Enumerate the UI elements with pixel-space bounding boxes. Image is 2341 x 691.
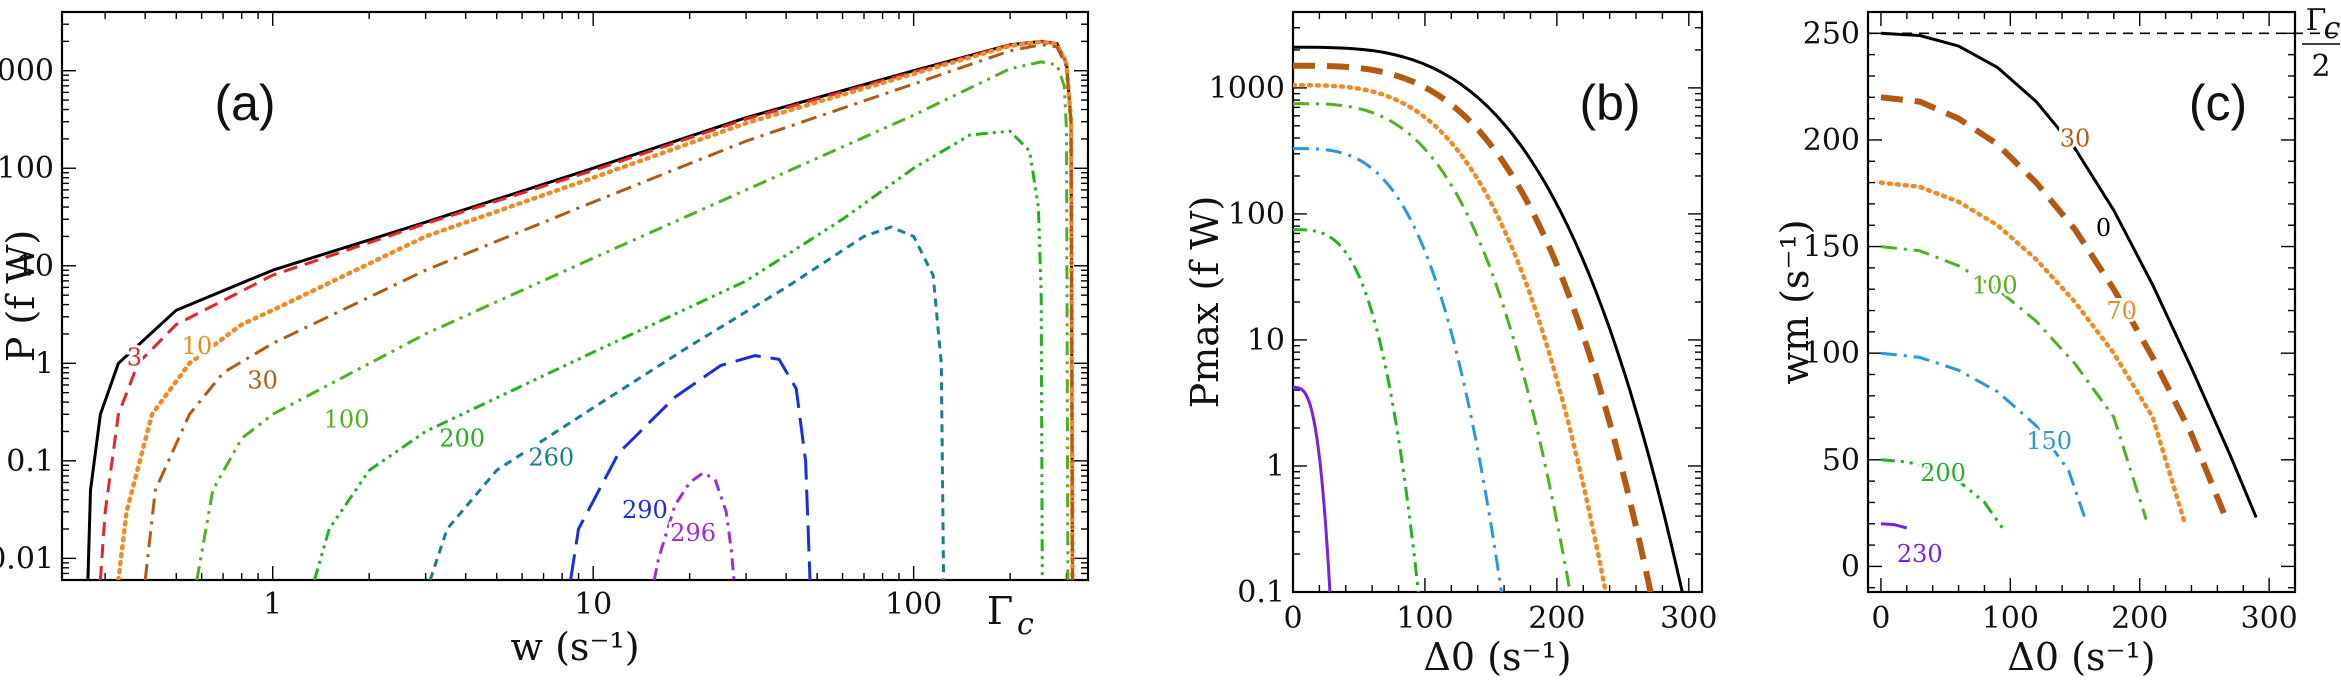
series-3-label-a: 3 [127, 343, 142, 371]
y-axis-label-b: Pmax (f W) [1183, 196, 1227, 409]
series-70-label-c: 70 [2106, 297, 2137, 325]
series-260-label-a: 260 [528, 443, 574, 471]
y-tick-label-a: 0.1 [6, 444, 54, 479]
series-70-curve-b [1293, 82, 1608, 592]
y-tick-label-c: 50 [1822, 443, 1860, 478]
series-10-label-a: 10 [182, 332, 213, 360]
series-260-curve-a [428, 225, 946, 580]
y-tick-label-c: 100 [1803, 336, 1860, 371]
series-230-curve-b [1293, 385, 1332, 592]
x-tick-label-a: 100 [885, 587, 942, 622]
series-100-label-c: 100 [1972, 271, 2018, 299]
x-axis-label-a: w (s⁻¹) [510, 625, 639, 669]
series-230-curve-c [1880, 522, 1908, 530]
plot-frame-c [1866, 10, 2297, 594]
y-tick-label-b: 10 [1247, 323, 1285, 358]
panel-tag-b: (b) [1579, 75, 1640, 131]
x-tick-label-a: 10 [574, 587, 612, 622]
panel-tag-a: (a) [214, 75, 275, 131]
series-70-curve-c [1878, 180, 2188, 527]
series-200-curve-b [1293, 228, 1420, 592]
y-tick-label-b: 0.1 [1237, 575, 1285, 610]
x-tick-label-c: 300 [2240, 601, 2297, 636]
y-tick-label-b: 1000 [1209, 71, 1285, 106]
y-tick-label-c: 250 [1803, 16, 1860, 51]
x-tick-label-b: 0 [1283, 601, 1302, 636]
series-30-curve-a [143, 43, 1074, 580]
panel-tag-c: (c) [2189, 75, 2247, 131]
series-30-curve-b [1293, 62, 1654, 592]
y-tick-label-a: 1 [35, 346, 54, 381]
y-tick-label-a: 10 [16, 249, 54, 284]
series-150-label-c: 150 [2026, 427, 2072, 455]
series-150-curve-b [1293, 147, 1503, 592]
panel-a: 1 10 100 Γc 0.01 0.1 1 10 100 1000 w (s⁻¹) P (f W) (… [0, 10, 1090, 669]
x-end-label-sub-a: c [1017, 607, 1034, 642]
series-30-curve-c [1880, 94, 2227, 515]
x-end-label-a: Γ [987, 589, 1013, 633]
series-0-curve-b [1293, 45, 1684, 592]
ref-line-label-num-sub-c: c [2324, 11, 2341, 46]
y-axis-label-c: wm (s⁻¹) [1773, 219, 1817, 384]
x-axis-label-b: Δ0 (s⁻¹) [1423, 635, 1571, 679]
series-150-curve-c [1880, 351, 2087, 520]
series-0-curve-c [1880, 31, 2258, 518]
series-100-curve-a [195, 60, 1070, 580]
x-tick-label-b: 300 [1660, 601, 1717, 636]
plot-frame-b [1291, 10, 1704, 594]
y-tick-label-a: 1000 [0, 54, 54, 89]
plot-frame-a [60, 10, 1090, 582]
series-230-label-c: 230 [1897, 540, 1943, 568]
series-290-curve-a [569, 354, 812, 580]
x-axis-label-c: Δ0 (s⁻¹) [2007, 635, 2155, 679]
y-tick-label-c: 200 [1803, 123, 1860, 158]
y-tick-label-b: 100 [1228, 197, 1285, 232]
series-200-curve-c [1880, 458, 2006, 532]
x-tick-label-c: 0 [1871, 601, 1890, 636]
x-tick-label-b: 200 [1528, 601, 1585, 636]
series-296-curve-a [652, 471, 736, 580]
series-100-label-a: 100 [324, 405, 370, 433]
x-tick-label-b: 100 [1396, 601, 1453, 636]
series-30-label-a: 30 [247, 367, 278, 395]
y-axis-label-a: P (f W) [0, 230, 43, 363]
x-tick-label-c: 200 [2111, 601, 2168, 636]
series-100-curve-c [1880, 245, 2148, 520]
series-290-label-a: 290 [622, 496, 668, 524]
y-tick-label-a: 100 [0, 151, 54, 186]
series-0-label-c: 0 [2096, 214, 2111, 242]
y-tick-label-c: 0 [1841, 549, 1860, 584]
y-tick-label-c: 150 [1803, 230, 1860, 265]
panel-b: 0 100 200 300 0.1 1 10 100 1000 Δ0 (s⁻¹) Pmax (f W… [1183, 10, 1717, 679]
series-200-curve-a [313, 129, 1044, 580]
series-100-curve-b [1293, 102, 1572, 592]
ref-line-label-den-c: 2 [2311, 49, 2330, 84]
series-200-label-c: 200 [1920, 459, 1966, 487]
series-296-label-a: 296 [670, 519, 716, 547]
series-30-label-c: 30 [2060, 124, 2091, 152]
y-tick-label-b: 1 [1266, 449, 1285, 484]
series-200-label-a: 200 [439, 425, 485, 453]
x-tick-label-c: 100 [1982, 601, 2039, 636]
x-tick-label-a: 1 [263, 587, 282, 622]
y-tick-label-a: 0.01 [0, 541, 54, 576]
ref-line-label-num-c: Γ [2306, 3, 2327, 38]
